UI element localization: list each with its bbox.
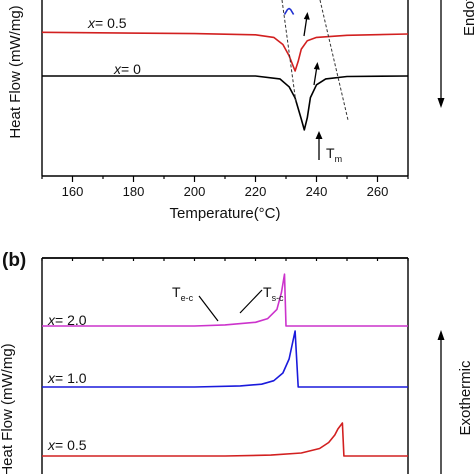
- panel-b: (b) Te-c Ts-c x= 2.0 x= 1.0 x= 0.5 Heat …: [0, 250, 474, 474]
- series-label-x05: x= 0.5: [87, 15, 127, 31]
- peak-arrow-middle: [313, 62, 320, 86]
- annotation-ts-c: Ts-c: [263, 284, 284, 303]
- series-line-b-x-1-0: [42, 330, 408, 388]
- series-line-b-x-0-5: [42, 422, 408, 457]
- panel-a-series: [41, 7, 409, 131]
- series-line-x-0-5: [41, 31, 409, 72]
- panel-b-label: (b): [2, 250, 26, 271]
- panel-b-y-axis-title: Heat Flow (mW/mg): [0, 343, 16, 474]
- exothermic-arrow: [437, 330, 445, 474]
- x-tick-label: 180: [123, 184, 145, 199]
- guide-line-right: [319, 0, 349, 121]
- annotation-te-c-pointer: [198, 295, 219, 322]
- series-line-x-1-0: [283, 7, 295, 15]
- series-label-x05-b: x= 0.5: [47, 437, 87, 453]
- x-tick-label: 160: [62, 184, 84, 199]
- peak-arrow-tm: [315, 131, 323, 160]
- series-line-b-x-2-0: [42, 273, 408, 327]
- x-tick-label: 220: [245, 184, 267, 199]
- peak-arrow-upper: [303, 12, 310, 37]
- guide-line-left: [281, 0, 297, 104]
- series-label-x0: x= 0: [113, 61, 141, 77]
- series-label-x10: x= 1.0: [47, 370, 87, 386]
- panel-a-ticks: 160 180 200 220 240 260: [41, 176, 409, 199]
- series-line-x-0: [42, 75, 409, 131]
- x-tick-label: 200: [184, 184, 206, 199]
- panel-b-series: [42, 273, 408, 457]
- panel-a: 160 180 200 220 240 260 x= 0.5 x= 0 Tm: [7, 0, 474, 222]
- panel-a-y-axis-title: Heat Flow (mW/mg): [7, 5, 24, 138]
- endotherm-label: Endotherm: [461, 0, 474, 36]
- endotherm-arrow: [437, 0, 445, 108]
- tm-label: Tm: [326, 145, 342, 164]
- panel-b-ticks: [41, 258, 409, 261]
- series-label-x20: x= 2.0: [47, 312, 87, 328]
- annotation-te-c: Te-c: [172, 284, 194, 303]
- annotation-ts-c-pointer: [239, 289, 263, 314]
- x-tick-label: 240: [306, 184, 328, 199]
- panel-a-x-axis-title: Temperature(°C): [169, 205, 280, 222]
- x-tick-label: 260: [367, 184, 389, 199]
- exothermic-label: Exothermic: [457, 360, 474, 436]
